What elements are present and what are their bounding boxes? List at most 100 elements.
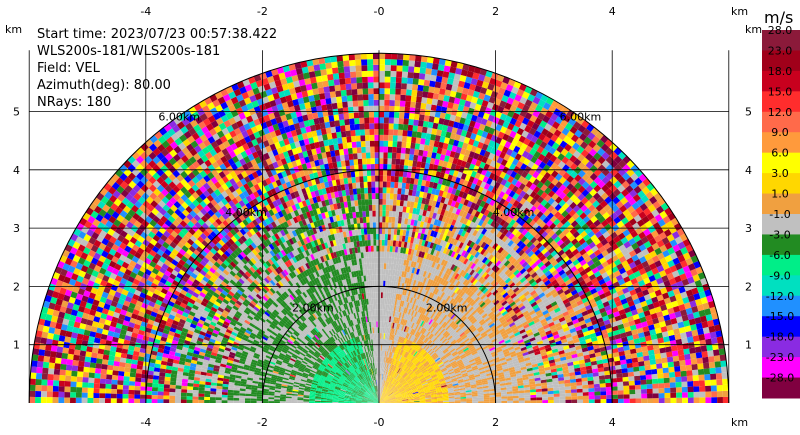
velocity-gate xyxy=(362,378,366,384)
velocity-gate xyxy=(384,368,387,375)
velocity-gate xyxy=(356,395,363,398)
velocity-gate xyxy=(383,344,386,351)
velocity-gate xyxy=(383,396,390,401)
velocity-gate xyxy=(333,394,339,396)
velocity-gate xyxy=(357,354,361,361)
velocity-gate xyxy=(398,387,404,391)
velocity-gate xyxy=(347,386,354,390)
velocity-gate xyxy=(416,385,423,389)
velocity-gate xyxy=(400,392,407,396)
velocity-gate xyxy=(410,373,416,378)
velocity-gate xyxy=(501,394,508,397)
velocity-gate xyxy=(372,386,375,393)
velocity-gate xyxy=(397,361,401,367)
velocity-gate xyxy=(386,369,389,375)
velocity-gate xyxy=(431,400,438,403)
velocity-gate xyxy=(390,398,397,401)
velocity-gate xyxy=(328,388,335,391)
velocity-gate xyxy=(394,359,398,366)
velocity-gate xyxy=(356,397,363,400)
velocity-gate xyxy=(375,385,377,392)
velocity-gate xyxy=(274,401,280,403)
velocity-gate xyxy=(333,392,340,395)
velocity-gate xyxy=(349,384,355,388)
velocity-gate xyxy=(379,401,385,403)
velocity-gate xyxy=(368,397,374,401)
velocity-gate xyxy=(386,375,389,382)
velocity-gate xyxy=(365,251,369,258)
velocity-gate xyxy=(407,379,413,383)
velocity-gate xyxy=(338,378,345,383)
velocity-gate xyxy=(373,400,379,403)
velocity-gate xyxy=(361,379,365,385)
velocity-gate xyxy=(355,398,362,401)
velocity-gate xyxy=(383,380,386,387)
velocity-gate xyxy=(388,393,395,398)
velocity-gate xyxy=(376,373,378,380)
velocity-gate xyxy=(368,398,374,402)
velocity-gate xyxy=(501,400,508,403)
velocity-gate xyxy=(417,388,424,392)
velocity-gate xyxy=(382,394,388,399)
velocity-gate xyxy=(338,399,345,401)
velocity-gate xyxy=(385,368,387,375)
velocity-gate xyxy=(379,398,383,403)
velocity-gate xyxy=(399,388,405,393)
velocity-gate xyxy=(403,384,409,388)
velocity-gate xyxy=(402,398,408,400)
velocity-gate xyxy=(332,395,339,398)
velocity-gate xyxy=(389,363,392,370)
velocity-gate xyxy=(348,375,354,380)
velocity-gate xyxy=(379,379,380,386)
velocity-gate xyxy=(347,376,353,381)
velocity-gate xyxy=(285,398,292,400)
velocity-gate xyxy=(357,374,362,380)
velocity-gate xyxy=(415,369,421,375)
velocity-gate xyxy=(400,370,405,376)
velocity-gate xyxy=(413,400,420,402)
velocity-gate xyxy=(332,402,339,403)
velocity-gate xyxy=(424,391,431,394)
velocity-gate xyxy=(380,373,382,380)
velocity-gate xyxy=(372,286,376,293)
velocity-gate xyxy=(387,382,392,389)
velocity-gate xyxy=(380,391,383,398)
velocity-gate xyxy=(374,392,377,398)
velocity-gate xyxy=(448,401,455,403)
velocity-gate xyxy=(430,391,437,394)
velocity-gate xyxy=(385,388,390,394)
velocity-gate xyxy=(501,398,508,401)
velocity-gate xyxy=(377,368,378,374)
velocity-gate xyxy=(332,396,339,399)
velocity-gate xyxy=(351,358,355,364)
velocity-gate xyxy=(410,364,416,370)
velocity-gate xyxy=(396,400,403,402)
velocity-gate xyxy=(381,251,385,258)
velocity-gate xyxy=(411,365,417,371)
velocity-gate xyxy=(373,251,377,258)
velocity-gate xyxy=(415,382,422,386)
velocity-gate xyxy=(406,377,412,382)
velocity-gate xyxy=(404,366,409,372)
velocity-gate xyxy=(309,400,315,402)
velocity-gate xyxy=(407,397,414,399)
velocity-gate xyxy=(483,397,490,400)
velocity-gate xyxy=(379,397,382,403)
velocity-gate xyxy=(406,391,413,394)
velocity-gate xyxy=(385,362,388,369)
velocity-gate xyxy=(418,389,424,392)
velocity-gate xyxy=(388,363,391,370)
velocity-gate xyxy=(350,365,356,371)
velocity-gate xyxy=(367,382,371,388)
velocity-gate xyxy=(368,397,374,401)
velocity-gate xyxy=(345,378,352,383)
velocity-gate xyxy=(394,381,400,387)
velocity-gate xyxy=(400,390,406,394)
velocity-gate xyxy=(355,400,362,402)
velocity-gate xyxy=(390,401,397,403)
velocity-gate xyxy=(384,398,390,401)
velocity-gate xyxy=(377,391,379,398)
velocity-gate xyxy=(409,355,415,362)
velocity-gate xyxy=(420,378,426,382)
velocity-gate xyxy=(400,379,405,384)
